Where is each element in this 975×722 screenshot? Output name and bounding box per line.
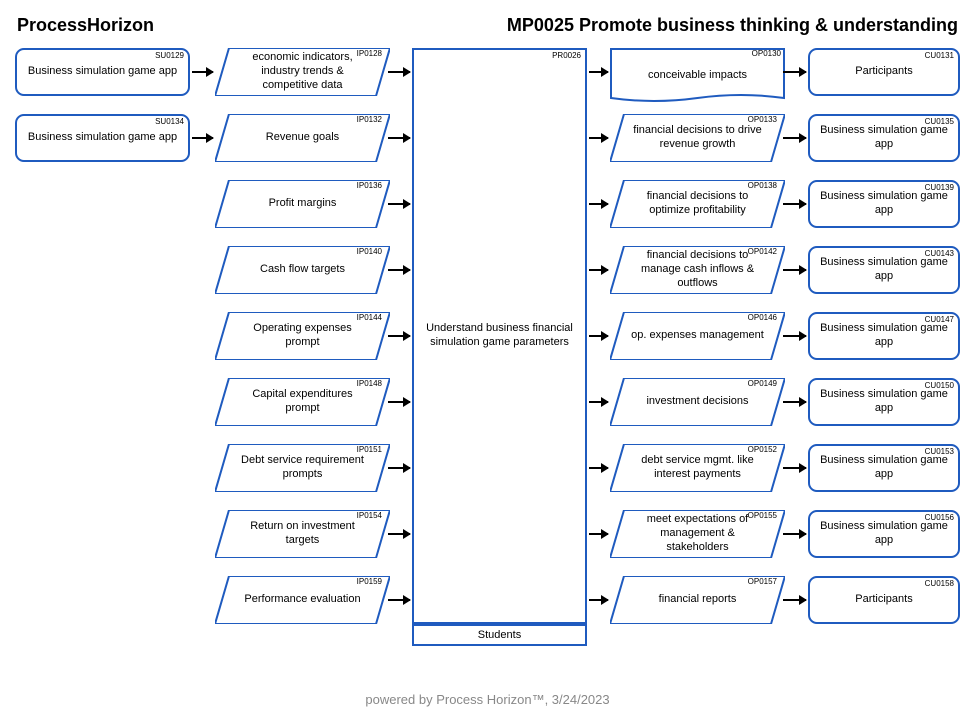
process-actor: Students bbox=[412, 624, 587, 646]
flow-arrow bbox=[388, 467, 410, 469]
output-box: OP0152debt service mgmt. like interest p… bbox=[610, 444, 785, 492]
customer-box: CU0147Business simulation game app bbox=[808, 312, 960, 360]
flow-arrow bbox=[388, 269, 410, 271]
page-title: MP0025 Promote business thinking & under… bbox=[507, 15, 958, 36]
output-box: OP0155meet expectations of management & … bbox=[610, 510, 785, 558]
output-box: OP0142financial decisions to manage cash… bbox=[610, 246, 785, 294]
flow-arrow bbox=[783, 401, 806, 403]
flow-arrow bbox=[589, 203, 608, 205]
customer-box: CU0143Business simulation game app bbox=[808, 246, 960, 294]
input-box: IP0151Debt service requirement prompts bbox=[215, 444, 390, 492]
flow-arrow bbox=[388, 533, 410, 535]
flow-arrow bbox=[589, 137, 608, 139]
customer-box: CU0135Business simulation game app bbox=[808, 114, 960, 162]
flow-arrow bbox=[388, 335, 410, 337]
flow-arrow bbox=[589, 71, 608, 73]
flow-arrow bbox=[388, 203, 410, 205]
flow-arrow bbox=[388, 71, 410, 73]
flow-arrow bbox=[192, 71, 213, 73]
process-box: PR0026Understand business financial simu… bbox=[412, 48, 587, 624]
diagram-canvas: SU0129Business simulation game app SU0134… bbox=[15, 48, 960, 688]
flow-arrow bbox=[783, 599, 806, 601]
flow-arrow bbox=[589, 401, 608, 403]
customer-box: CU0158Participants bbox=[808, 576, 960, 624]
input-box: IP0154Return on investment targets bbox=[215, 510, 390, 558]
output-box: OP0130conceivable impacts bbox=[610, 48, 785, 104]
input-box: IP0140Cash flow targets bbox=[215, 246, 390, 294]
flow-arrow bbox=[783, 203, 806, 205]
flow-arrow bbox=[783, 467, 806, 469]
footer-text: powered by Process Horizon™, 3/24/2023 bbox=[15, 692, 960, 707]
supplier-box: SU0129Business simulation game app bbox=[15, 48, 190, 96]
input-box: IP0159Performance evaluation bbox=[215, 576, 390, 624]
customer-box: CU0139Business simulation game app bbox=[808, 180, 960, 228]
flow-arrow bbox=[388, 137, 410, 139]
customer-box: CU0131Participants bbox=[808, 48, 960, 96]
flow-arrow bbox=[589, 467, 608, 469]
flow-arrow bbox=[783, 533, 806, 535]
input-box: IP0148Capital expenditures prompt bbox=[215, 378, 390, 426]
flow-arrow bbox=[783, 137, 806, 139]
input-box: IP0128economic indicators, industry tren… bbox=[215, 48, 390, 96]
flow-arrow bbox=[783, 71, 806, 73]
output-box: OP0157financial reports bbox=[610, 576, 785, 624]
input-box: IP0144Operating expenses prompt bbox=[215, 312, 390, 360]
flow-arrow bbox=[783, 269, 806, 271]
flow-arrow bbox=[388, 599, 410, 601]
app-title: ProcessHorizon bbox=[17, 15, 154, 36]
flow-arrow bbox=[192, 137, 213, 139]
flow-arrow bbox=[783, 335, 806, 337]
output-box: OP0133financial decisions to drive reven… bbox=[610, 114, 785, 162]
output-box: OP0138financial decisions to optimize pr… bbox=[610, 180, 785, 228]
flow-arrow bbox=[589, 599, 608, 601]
input-box: IP0132Revenue goals bbox=[215, 114, 390, 162]
flow-arrow bbox=[589, 533, 608, 535]
output-box: OP0149investment decisions bbox=[610, 378, 785, 426]
customer-box: CU0156Business simulation game app bbox=[808, 510, 960, 558]
flow-arrow bbox=[589, 269, 608, 271]
customer-box: CU0150Business simulation game app bbox=[808, 378, 960, 426]
supplier-box: SU0134Business simulation game app bbox=[15, 114, 190, 162]
customer-box: CU0153Business simulation game app bbox=[808, 444, 960, 492]
output-box: OP0146op. expenses management bbox=[610, 312, 785, 360]
input-box: IP0136Profit margins bbox=[215, 180, 390, 228]
flow-arrow bbox=[388, 401, 410, 403]
flow-arrow bbox=[589, 335, 608, 337]
